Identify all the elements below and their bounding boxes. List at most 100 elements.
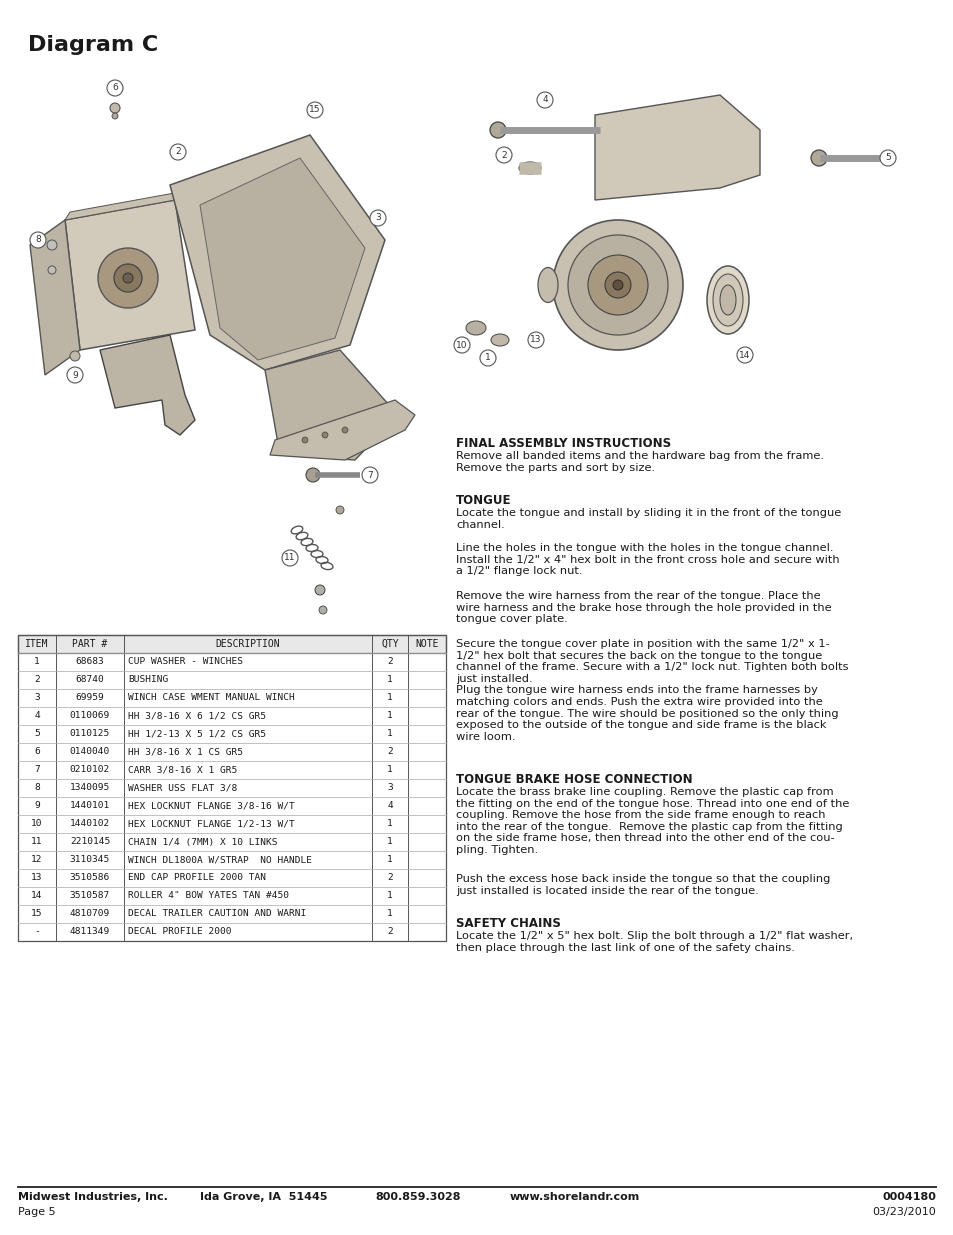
Circle shape bbox=[496, 147, 512, 163]
Text: Ida Grove, IA  51445: Ida Grove, IA 51445 bbox=[200, 1192, 327, 1202]
Text: SAFETY CHAINS: SAFETY CHAINS bbox=[456, 918, 560, 930]
Text: 800.859.3028: 800.859.3028 bbox=[375, 1192, 460, 1202]
Text: 5: 5 bbox=[884, 153, 890, 163]
Circle shape bbox=[314, 585, 325, 595]
Text: 1: 1 bbox=[387, 694, 393, 703]
Circle shape bbox=[553, 220, 682, 350]
Text: Diagram C: Diagram C bbox=[28, 35, 158, 56]
Text: TONGUE BRAKE HOSE CONNECTION: TONGUE BRAKE HOSE CONNECTION bbox=[456, 773, 692, 785]
Text: 15: 15 bbox=[309, 105, 320, 115]
Text: 4811349: 4811349 bbox=[70, 927, 110, 936]
Text: 1: 1 bbox=[387, 892, 393, 900]
Text: 1: 1 bbox=[387, 820, 393, 829]
Text: 4: 4 bbox=[541, 95, 547, 105]
Text: -: - bbox=[34, 927, 40, 936]
Text: 68740: 68740 bbox=[75, 676, 104, 684]
Text: Push the excess hose back inside the tongue so that the coupling
just installed : Push the excess hose back inside the ton… bbox=[456, 874, 829, 895]
Circle shape bbox=[322, 432, 328, 438]
Circle shape bbox=[341, 427, 348, 433]
Circle shape bbox=[370, 210, 386, 226]
Text: 1340095: 1340095 bbox=[70, 783, 110, 793]
Polygon shape bbox=[200, 158, 365, 359]
Text: 69959: 69959 bbox=[75, 694, 104, 703]
Text: 7: 7 bbox=[34, 766, 40, 774]
Circle shape bbox=[48, 266, 56, 274]
Polygon shape bbox=[30, 220, 80, 375]
Text: 3510586: 3510586 bbox=[70, 873, 110, 883]
Text: Remove all banded items and the hardware bag from the frame.
Remove the parts an: Remove all banded items and the hardware… bbox=[456, 451, 823, 473]
Text: 1: 1 bbox=[387, 856, 393, 864]
Text: 0210102: 0210102 bbox=[70, 766, 110, 774]
Text: 0140040: 0140040 bbox=[70, 747, 110, 757]
Text: 9: 9 bbox=[34, 802, 40, 810]
Text: 6: 6 bbox=[112, 84, 118, 93]
Text: NOTE: NOTE bbox=[415, 638, 438, 650]
Text: 2: 2 bbox=[175, 147, 181, 157]
Circle shape bbox=[98, 248, 158, 308]
Circle shape bbox=[737, 347, 752, 363]
Text: PART #: PART # bbox=[72, 638, 108, 650]
Circle shape bbox=[537, 91, 553, 107]
Ellipse shape bbox=[720, 285, 735, 315]
Text: Remove the wire harness from the rear of the tongue. Place the
wire harness and : Remove the wire harness from the rear of… bbox=[456, 592, 831, 624]
Text: HH 1/2-13 X 5 1/2 CS GR5: HH 1/2-13 X 5 1/2 CS GR5 bbox=[128, 730, 266, 739]
Text: 0004180: 0004180 bbox=[882, 1192, 935, 1202]
Text: 4: 4 bbox=[34, 711, 40, 720]
Text: 1: 1 bbox=[387, 676, 393, 684]
Ellipse shape bbox=[706, 266, 748, 333]
Text: Line the holes in the tongue with the holes in the tongue channel.
Install the 1: Line the holes in the tongue with the ho… bbox=[456, 543, 839, 577]
Polygon shape bbox=[170, 135, 385, 370]
Text: 11: 11 bbox=[31, 837, 43, 846]
Text: 2: 2 bbox=[387, 927, 393, 936]
Text: ROLLER 4" BOW YATES TAN #450: ROLLER 4" BOW YATES TAN #450 bbox=[128, 892, 289, 900]
Text: 1: 1 bbox=[485, 353, 491, 363]
Ellipse shape bbox=[537, 268, 558, 303]
Circle shape bbox=[123, 273, 132, 283]
Circle shape bbox=[70, 351, 80, 361]
Text: 1: 1 bbox=[34, 657, 40, 667]
Text: 13: 13 bbox=[31, 873, 43, 883]
Text: 3: 3 bbox=[34, 694, 40, 703]
Text: 14: 14 bbox=[31, 892, 43, 900]
Text: DECAL PROFILE 2000: DECAL PROFILE 2000 bbox=[128, 927, 232, 936]
Circle shape bbox=[479, 350, 496, 366]
Text: ITEM: ITEM bbox=[25, 638, 49, 650]
Text: 7: 7 bbox=[367, 471, 373, 479]
Text: 0110125: 0110125 bbox=[70, 730, 110, 739]
Text: CARR 3/8-16 X 1 GR5: CARR 3/8-16 X 1 GR5 bbox=[128, 766, 237, 774]
Text: DECAL TRAILER CAUTION AND WARNI: DECAL TRAILER CAUTION AND WARNI bbox=[128, 909, 306, 919]
Circle shape bbox=[361, 467, 377, 483]
Polygon shape bbox=[65, 191, 180, 220]
Ellipse shape bbox=[712, 274, 742, 326]
Text: HEX LOCKNUT FLANGE 3/8-16 W/T: HEX LOCKNUT FLANGE 3/8-16 W/T bbox=[128, 802, 294, 810]
Text: Locate the brass brake line coupling. Remove the plastic cap from
the fitting on: Locate the brass brake line coupling. Re… bbox=[456, 787, 848, 855]
Text: Page 5: Page 5 bbox=[18, 1207, 55, 1216]
Text: 10: 10 bbox=[456, 341, 467, 350]
Text: 1440101: 1440101 bbox=[70, 802, 110, 810]
Text: 5: 5 bbox=[34, 730, 40, 739]
Text: Secure the tongue cover plate in position with the same 1/2" x 1-
1/2" hex bolt : Secure the tongue cover plate in positio… bbox=[456, 638, 847, 742]
Polygon shape bbox=[595, 95, 760, 200]
Text: 3110345: 3110345 bbox=[70, 856, 110, 864]
Text: 2210145: 2210145 bbox=[70, 837, 110, 846]
Text: Locate the tongue and install by sliding it in the front of the tongue
channel.: Locate the tongue and install by sliding… bbox=[456, 508, 841, 530]
Text: TONGUE: TONGUE bbox=[456, 494, 511, 508]
Text: 8: 8 bbox=[34, 783, 40, 793]
Text: HH 3/8-16 X 1 CS GR5: HH 3/8-16 X 1 CS GR5 bbox=[128, 747, 243, 757]
Circle shape bbox=[47, 240, 57, 249]
Circle shape bbox=[527, 332, 543, 348]
Text: 13: 13 bbox=[530, 336, 541, 345]
Circle shape bbox=[454, 337, 470, 353]
Ellipse shape bbox=[465, 321, 485, 335]
Text: 15: 15 bbox=[31, 909, 43, 919]
Text: 11: 11 bbox=[284, 553, 295, 562]
Text: 68683: 68683 bbox=[75, 657, 104, 667]
Text: Locate the 1/2" x 5" hex bolt. Slip the bolt through a 1/2" flat washer,
then pl: Locate the 1/2" x 5" hex bolt. Slip the … bbox=[456, 931, 852, 952]
Text: BUSHING: BUSHING bbox=[128, 676, 168, 684]
Text: 4: 4 bbox=[387, 802, 393, 810]
Text: 8: 8 bbox=[35, 236, 41, 245]
Circle shape bbox=[170, 144, 186, 161]
Text: 12: 12 bbox=[31, 856, 43, 864]
Text: 1: 1 bbox=[387, 711, 393, 720]
Text: 2: 2 bbox=[387, 657, 393, 667]
